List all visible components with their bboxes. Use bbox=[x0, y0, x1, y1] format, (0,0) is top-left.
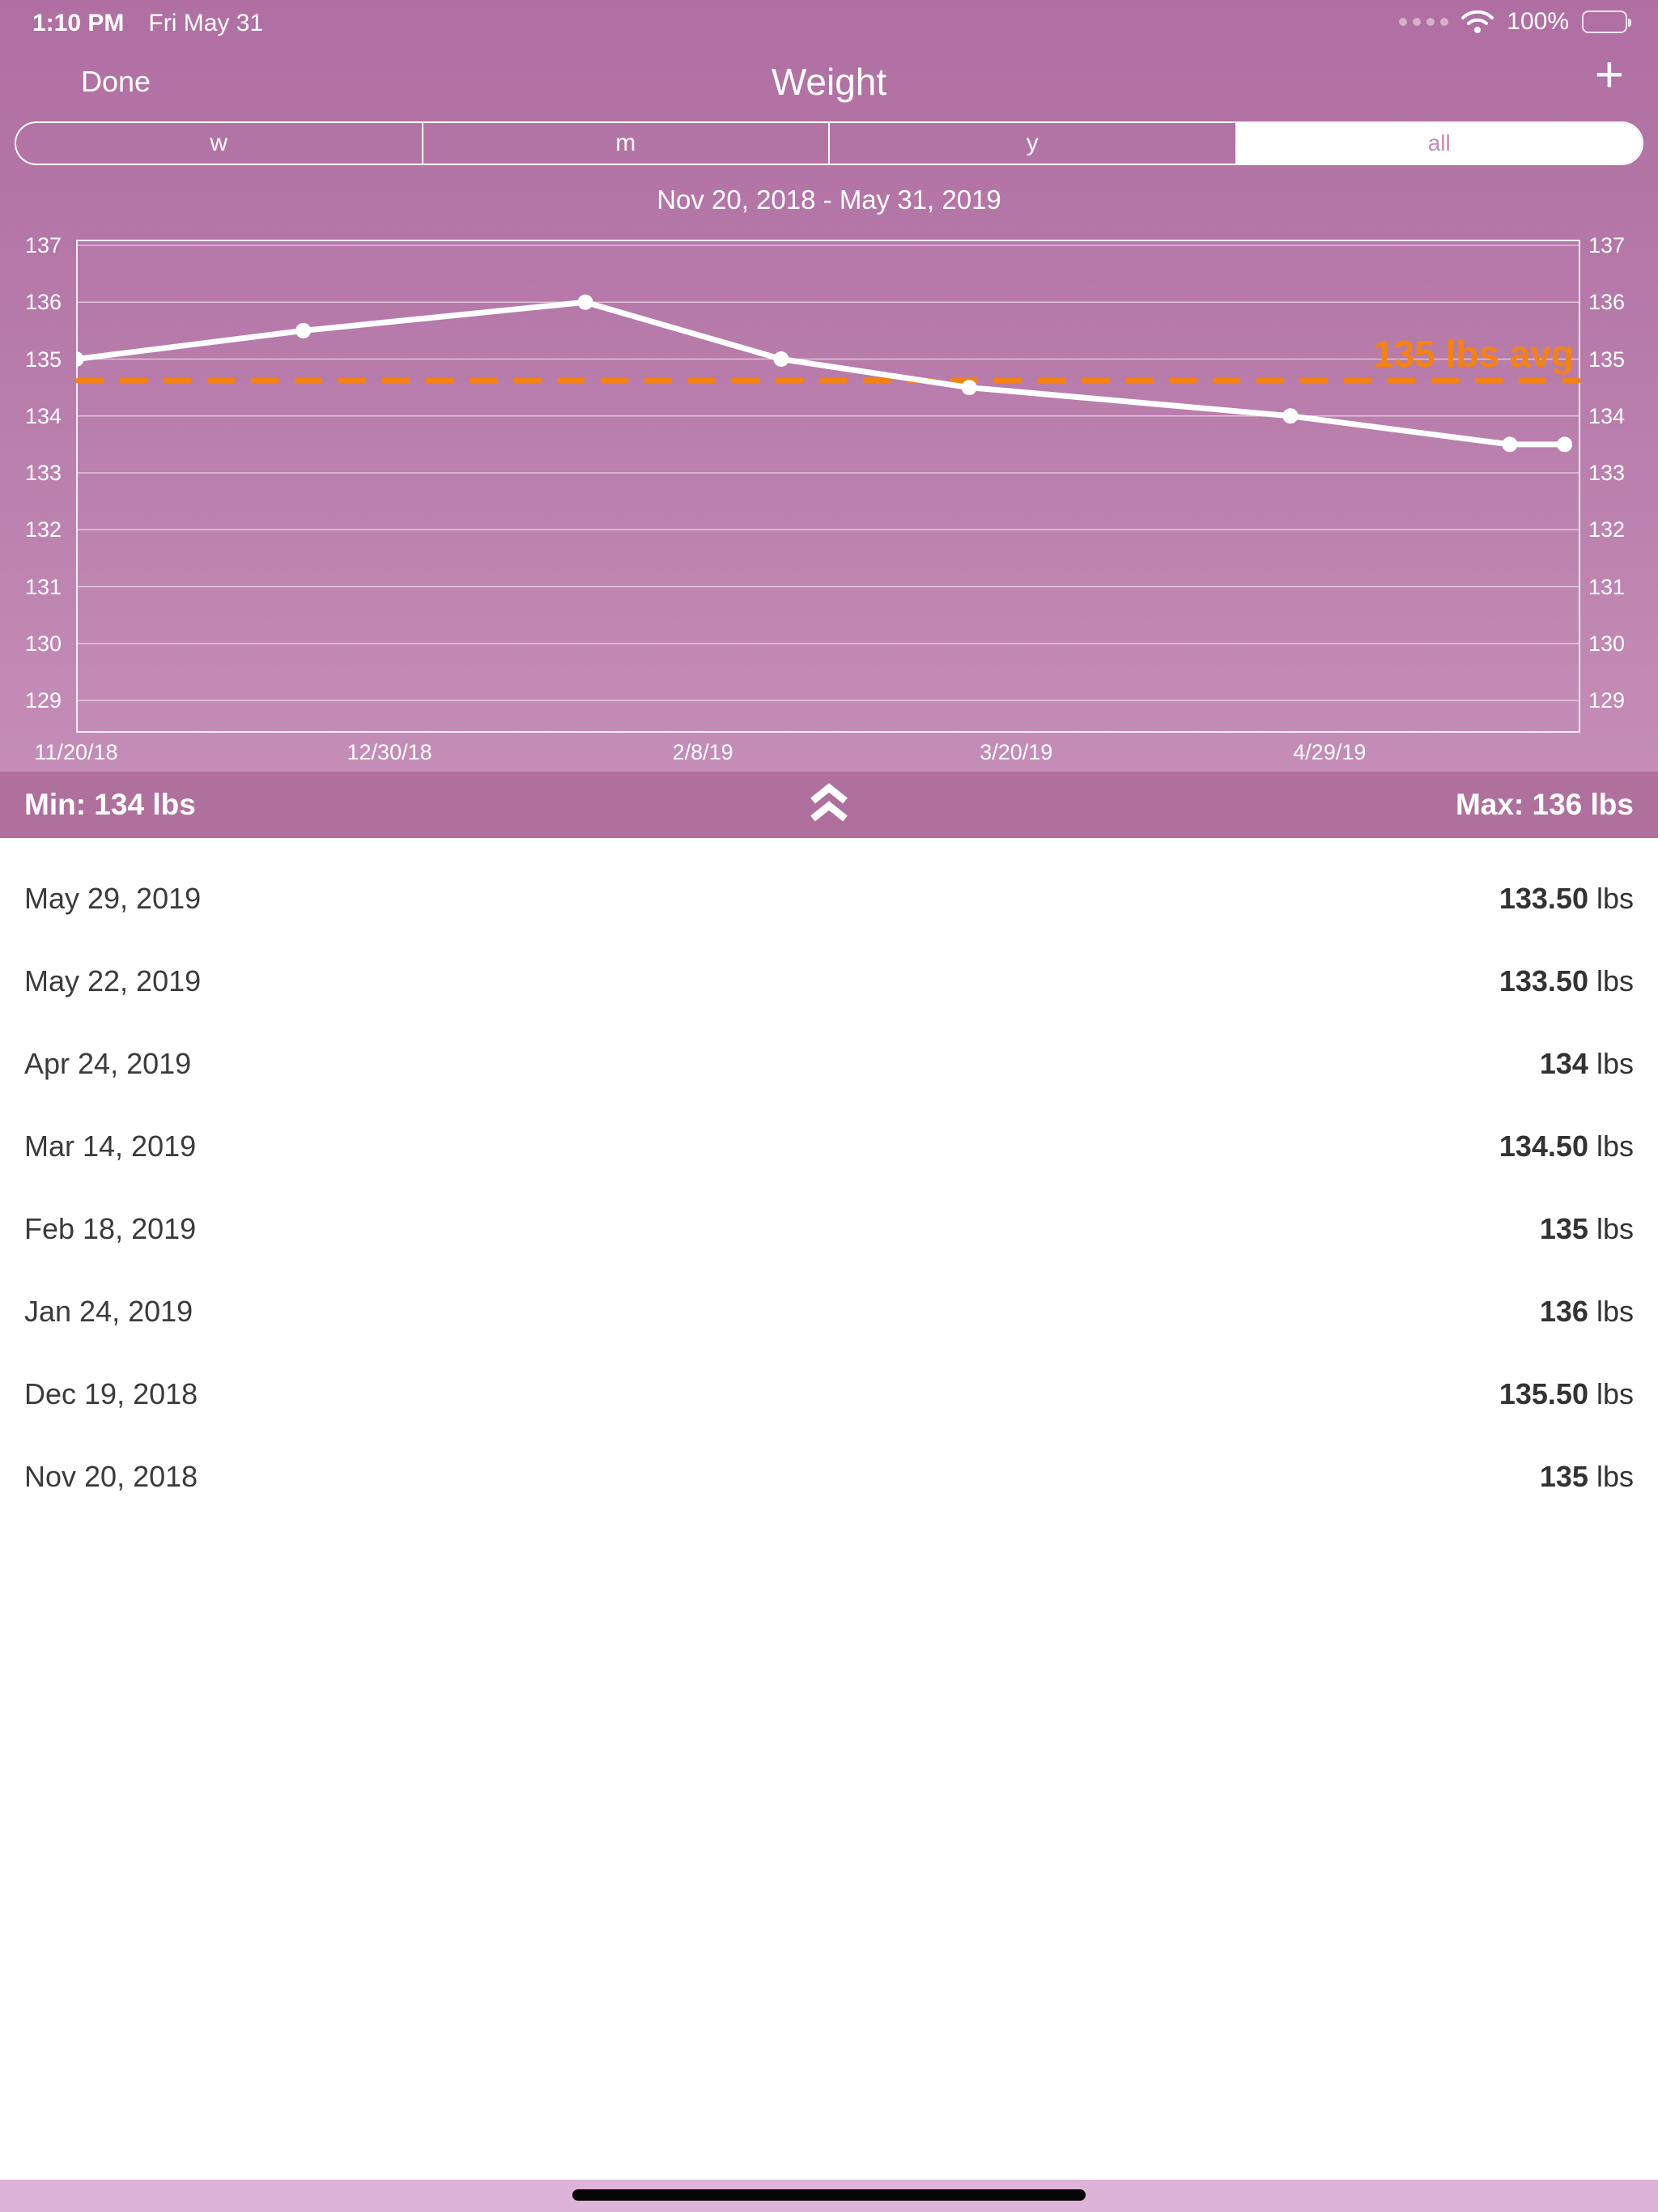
entry-value: 135 lbs bbox=[1539, 1212, 1634, 1245]
battery-icon bbox=[1582, 11, 1631, 33]
segment-w[interactable]: w bbox=[16, 123, 423, 164]
data-point bbox=[295, 322, 312, 338]
y-tick-label: 130 bbox=[1588, 631, 1626, 656]
entry-value: 134.50 lbs bbox=[1499, 1129, 1634, 1163]
date-range-label: Nov 20, 2018 - May 31, 2019 bbox=[657, 185, 1001, 215]
battery-percent: 100% bbox=[1507, 8, 1569, 35]
entry-row[interactable]: Jan 24, 2019 136 lbs bbox=[0, 1270, 1658, 1353]
data-point bbox=[1282, 408, 1299, 424]
y-tick-label: 134 bbox=[1588, 403, 1626, 428]
x-tick-label: 3/20/19 bbox=[980, 740, 1053, 764]
weight-series-line bbox=[76, 299, 1565, 448]
x-tick-label: 4/29/19 bbox=[1293, 740, 1367, 764]
entry-value: 136 lbs bbox=[1539, 1295, 1634, 1328]
home-indicator[interactable] bbox=[572, 2189, 1086, 2201]
y-tick-label: 129 bbox=[1588, 688, 1626, 713]
entries-list: May 29, 2019 133.50 lbs May 22, 2019 133.50… bbox=[0, 838, 1658, 1518]
add-button[interactable]: + bbox=[1594, 47, 1624, 103]
entry-date: Mar 14, 2019 bbox=[24, 1129, 197, 1163]
data-point bbox=[577, 294, 593, 310]
y-tick-label: 135 bbox=[24, 347, 62, 372]
entry-row[interactable]: May 29, 2019 133.50 lbs bbox=[0, 857, 1658, 940]
y-tick-label: 136 bbox=[24, 290, 62, 315]
y-tick-label: 130 bbox=[24, 631, 62, 656]
entry-row[interactable]: Apr 24, 2019 134 lbs bbox=[0, 1023, 1658, 1105]
y-tick-label: 132 bbox=[1588, 517, 1626, 542]
data-point bbox=[1502, 436, 1518, 453]
y-tick-label: 131 bbox=[1588, 574, 1626, 599]
segment-m[interactable]: m bbox=[423, 123, 830, 164]
status-right: 100% bbox=[1399, 8, 1631, 36]
entry-date: Apr 24, 2019 bbox=[24, 1047, 192, 1080]
entry-date: Nov 20, 2018 bbox=[24, 1460, 198, 1493]
data-point bbox=[1557, 436, 1573, 453]
segment-y[interactable]: y bbox=[830, 123, 1237, 164]
min-label: Min: 134 lbs bbox=[24, 788, 196, 821]
x-tick-label: 12/30/18 bbox=[346, 740, 432, 764]
entry-date: May 29, 2019 bbox=[24, 882, 202, 915]
entry-date: Dec 19, 2018 bbox=[24, 1377, 198, 1410]
segment-all[interactable]: all bbox=[1236, 123, 1642, 164]
entry-value: 133.50 lbs bbox=[1499, 964, 1634, 998]
average-label: 135 lbs avg bbox=[1372, 333, 1574, 375]
data-point bbox=[773, 351, 789, 367]
y-tick-label: 134 bbox=[24, 403, 62, 428]
done-button[interactable]: Done bbox=[81, 65, 151, 98]
data-point bbox=[76, 351, 84, 367]
entry-date: Jan 24, 2019 bbox=[24, 1295, 193, 1328]
page-title: Weight bbox=[771, 61, 887, 103]
summary-bar: Min: 134 lbs Max: 136 lbs bbox=[0, 772, 1658, 838]
entry-row[interactable]: Feb 18, 2019 135 lbs bbox=[0, 1188, 1658, 1270]
range-segmented-control: w m y all bbox=[15, 121, 1643, 165]
cellular-signal-icon bbox=[1399, 18, 1449, 26]
nav-bar: Done Weight + bbox=[0, 42, 1658, 121]
entry-date: Feb 18, 2019 bbox=[24, 1212, 197, 1245]
status-left: 1:10 PM Fri May 31 bbox=[32, 10, 263, 37]
collapse-chevron-icon[interactable] bbox=[806, 783, 852, 827]
y-tick-label: 136 bbox=[1588, 290, 1626, 315]
chart-plot[interactable]: 135 lbs avg bbox=[76, 240, 1580, 733]
x-axis-labels: 11/20/18 12/30/18 2/8/19 3/20/19 4/29/19 bbox=[0, 735, 1658, 772]
entry-row[interactable]: Dec 19, 2018 135.50 lbs bbox=[0, 1353, 1658, 1436]
y-tick-label: 137 bbox=[24, 233, 62, 257]
entry-value: 133.50 lbs bbox=[1499, 882, 1634, 915]
x-tick-label: 11/20/18 bbox=[34, 740, 118, 764]
entry-value: 134 lbs bbox=[1539, 1047, 1634, 1080]
status-bar: 1:10 PM Fri May 31 100% bbox=[0, 0, 1658, 42]
y-tick-label: 129 bbox=[24, 688, 62, 713]
plot-frame bbox=[76, 240, 1580, 733]
entry-row[interactable]: May 22, 2019 133.50 lbs bbox=[0, 940, 1658, 1023]
status-date: Fri May 31 bbox=[148, 10, 264, 36]
status-time: 1:10 PM bbox=[32, 10, 125, 36]
data-point bbox=[961, 380, 977, 396]
home-strip bbox=[0, 2180, 1658, 2212]
x-tick-label: 2/8/19 bbox=[672, 740, 733, 764]
y-tick-label: 137 bbox=[1588, 233, 1626, 257]
y-tick-label: 133 bbox=[24, 461, 62, 485]
y-tick-label: 132 bbox=[24, 517, 62, 542]
entry-row[interactable]: Nov 20, 2018 135 lbs bbox=[0, 1436, 1658, 1518]
y-tick-label: 135 bbox=[1588, 347, 1626, 372]
wifi-icon bbox=[1461, 10, 1494, 33]
entry-value: 135 lbs bbox=[1539, 1460, 1634, 1493]
y-tick-label: 133 bbox=[1588, 461, 1626, 485]
y-tick-label: 131 bbox=[24, 574, 62, 599]
entry-row[interactable]: Mar 14, 2019 134.50 lbs bbox=[0, 1105, 1658, 1188]
entry-date: May 22, 2019 bbox=[24, 964, 202, 998]
entry-value: 135.50 lbs bbox=[1499, 1377, 1634, 1410]
max-label: Max: 136 lbs bbox=[1455, 788, 1634, 821]
weight-line-chart bbox=[76, 240, 1580, 733]
